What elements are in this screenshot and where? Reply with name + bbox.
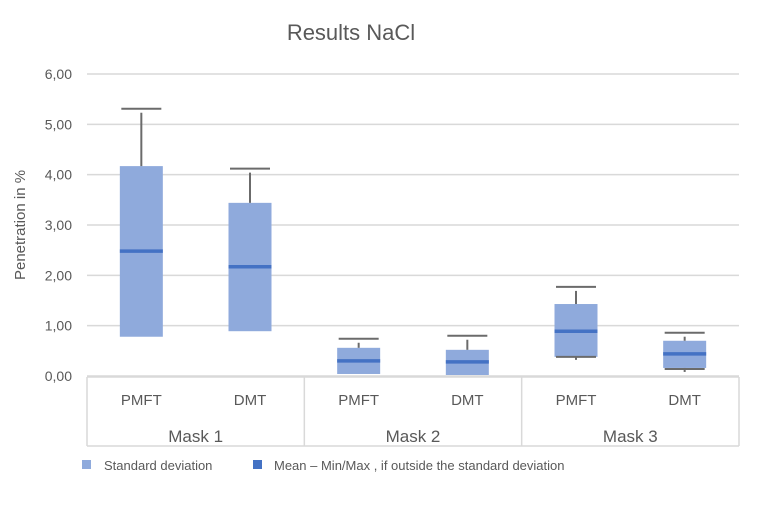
y-tick-label: 6,00 bbox=[45, 66, 72, 82]
y-axis-label: Penetration in % bbox=[12, 170, 29, 280]
box-1 bbox=[228, 167, 272, 332]
y-tick-label: 4,00 bbox=[45, 167, 72, 183]
group-label: Mask 3 bbox=[603, 427, 658, 446]
legend-label-mean: Mean – Min/Max , if outside the standard… bbox=[274, 458, 565, 473]
x-tick-label: PMFT bbox=[121, 392, 162, 409]
y-tick-label: 3,00 bbox=[45, 217, 72, 233]
legend-swatch-mean bbox=[253, 460, 262, 469]
y-tick-label: 5,00 bbox=[45, 116, 72, 132]
group-label: Mask 2 bbox=[386, 427, 441, 446]
chart-title: Results NaCl bbox=[287, 20, 415, 45]
x-tick-label: DMT bbox=[668, 392, 701, 409]
y-tick-label: 0,00 bbox=[45, 368, 72, 384]
x-tick-label: DMT bbox=[234, 392, 267, 409]
x-tick-label: DMT bbox=[451, 392, 484, 409]
box-3 bbox=[445, 334, 489, 375]
box-5 bbox=[663, 331, 707, 372]
group-label: Mask 1 bbox=[168, 427, 223, 446]
legend-swatch-sd bbox=[82, 460, 91, 469]
x-tick-label: PMFT bbox=[338, 392, 379, 409]
box-2 bbox=[337, 337, 381, 374]
y-tick-label: 1,00 bbox=[45, 318, 72, 334]
x-tick-label: PMFT bbox=[556, 392, 597, 409]
box-4 bbox=[554, 285, 598, 360]
legend-label-sd: Standard deviation bbox=[104, 458, 212, 473]
y-tick-label: 2,00 bbox=[45, 267, 72, 283]
box-0 bbox=[119, 107, 163, 337]
